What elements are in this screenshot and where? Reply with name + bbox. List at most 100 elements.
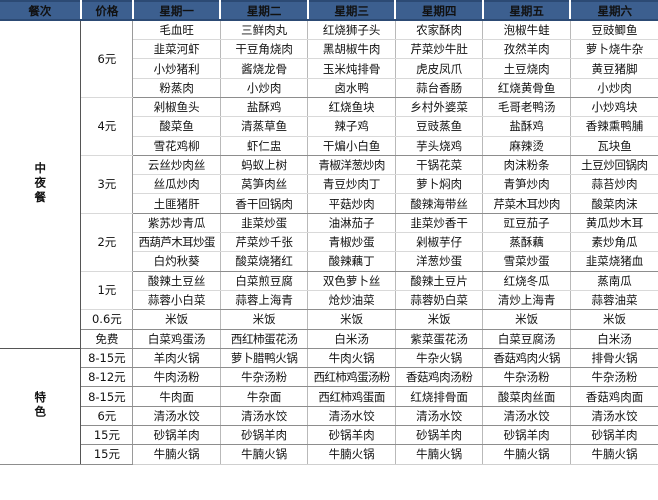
- dish-cell: 毛哥老鸭汤: [482, 97, 571, 118]
- dish-cell: 酸菜肉沫: [570, 193, 658, 214]
- dish-cell: 丝瓜炒肉: [132, 174, 221, 195]
- price-cell: 2元: [80, 213, 134, 272]
- dish-cell: 西红柿鸡蛋面: [307, 386, 396, 407]
- header-row: 餐次 价格 星期一 星期二 星期三 星期四 星期五 星期六: [0, 0, 658, 22]
- price-cell: 15元: [80, 425, 134, 446]
- dish-cell: 蒜蓉奶白菜: [395, 290, 484, 311]
- dish-cell: 米饭: [395, 309, 484, 330]
- price-cell: 1元: [80, 271, 134, 311]
- table-row: 中夜餐 6元 毛血旺 三鲜肉丸 红烧狮子头 农家酥肉 泡椒牛蛙 豆豉鲫鱼: [0, 20, 658, 349]
- dish-cell: 白米汤: [570, 329, 658, 349]
- price-cell: 6元: [80, 406, 134, 427]
- cafeteria-menu-table: 餐次 价格 星期一 星期二 星期三 星期四 星期五 星期六 中夜餐 6元 毛血旺 三鲜…: [0, 0, 658, 465]
- price-cell: 8-15元: [80, 348, 134, 369]
- table-row: 雪花鸡柳 虾仁盅 干煸小白鱼 芋头烧鸡 麻辣烫 瓦块鱼: [0, 136, 658, 156]
- price-cell: 8-15元: [80, 386, 134, 407]
- dish-cell: 黑胡椒牛肉: [307, 39, 396, 60]
- meal-category-cell: 中夜餐: [0, 20, 82, 349]
- dish-cell: 韭菜炒蛋: [220, 213, 309, 234]
- dish-cell: 牛杂汤粉: [220, 367, 309, 388]
- dish-cell: 紫苏炒青瓜: [132, 213, 221, 234]
- dish-cell: 白米汤: [307, 329, 396, 349]
- dish-cell: 剁椒芋仔: [395, 232, 484, 253]
- dish-cell: 蒸酥藕: [482, 232, 571, 253]
- dish-cell: 小炒猪利: [132, 58, 221, 79]
- header-friday: 星期五: [482, 0, 572, 22]
- dish-cell: 青豆炒肉丁: [307, 174, 396, 195]
- header-wednesday: 星期三: [307, 0, 397, 22]
- dish-cell: 牛腩火锅: [132, 444, 221, 465]
- dish-cell: 土豆烧肉: [482, 58, 571, 79]
- dish-cell: 牛肉汤粉: [132, 367, 221, 388]
- table-row: 8-15元 牛肉面 牛杂面 西红柿鸡蛋面 红烧排骨面 酸菜肉丝面 香菇鸡肉面: [0, 386, 658, 407]
- dish-cell: 三鲜肉丸: [220, 20, 309, 41]
- dish-cell: 牛肉火锅: [307, 348, 396, 369]
- dish-cell: 清汤水饺: [220, 406, 309, 427]
- dish-cell: 排骨火锅: [570, 348, 658, 369]
- dish-cell: 牛肉面: [132, 386, 221, 407]
- dish-cell: 剁椒鱼头: [132, 97, 221, 118]
- dish-cell: 玉米炖排骨: [307, 58, 396, 79]
- dish-cell: 西红柿鸡蛋汤粉: [307, 367, 396, 388]
- dish-cell: 蒜蓉上海青: [220, 290, 309, 311]
- table-row: 粉蒸肉 小炒肉 卤水鸭 蒜台香肠 红烧黄骨鱼 小炒肉: [0, 78, 658, 98]
- dish-cell: 酸辣藕丁: [307, 251, 396, 272]
- dish-cell: 素炒角瓜: [570, 232, 658, 253]
- meal-category-label: 特色: [33, 390, 48, 420]
- price-cell: 8-12元: [80, 367, 134, 388]
- dish-cell: 米饭: [482, 309, 571, 330]
- meal-category-label: 中夜餐: [33, 161, 48, 206]
- dish-cell: 韭菜烧猪血: [570, 251, 658, 272]
- table-row: 1元 酸辣土豆丝 白菜煎豆腐 双色萝卜丝 酸辣土豆片 红烧冬瓜 蒸南瓜: [0, 271, 658, 311]
- dish-cell: 砂锅羊肉: [482, 425, 571, 446]
- dish-cell: 红烧狮子头: [307, 20, 396, 41]
- dish-cell: 香干回锅肉: [220, 193, 309, 214]
- table-row: 白灼秋葵 酸菜烧猪红 酸辣藕丁 洋葱炒蛋 雪菜炒蛋 韭菜烧猪血: [0, 251, 658, 272]
- dish-cell: 白菜鸡蛋汤: [132, 329, 221, 349]
- price-cell: 6元: [80, 20, 134, 98]
- dish-cell: 蒜台香肠: [395, 78, 484, 98]
- dish-cell: 雪花鸡柳: [132, 136, 221, 156]
- dish-cell: 萝卜腊鸭火锅: [220, 348, 309, 369]
- table-row: 免费 白菜鸡蛋汤 西红柿蛋花汤 白米汤 紫菜蛋花汤 白菜豆腐汤 白米汤: [0, 329, 658, 349]
- dish-cell: 香菇鸡肉面: [570, 386, 658, 407]
- dish-cell: 黄豆猪脚: [570, 58, 658, 79]
- dish-cell: 牛腩火锅: [570, 444, 658, 465]
- dish-cell: 雪菜炒蛋: [482, 251, 571, 272]
- dish-cell: 农家酥肉: [395, 20, 484, 41]
- dish-cell: 瓦块鱼: [570, 136, 658, 156]
- dish-cell: 砂锅羊肉: [395, 425, 484, 446]
- dish-cell: 酸菜鱼: [132, 116, 221, 137]
- table-row: 丝瓜炒肉 莴笋肉丝 青豆炒肉丁 萝卜焖肉 青笋炒肉 蒜苔炒肉: [0, 174, 658, 195]
- dish-cell: 红烧冬瓜: [482, 271, 571, 291]
- dish-cell: 平菇炒肉: [307, 193, 396, 214]
- dish-cell: 韭菜河虾: [132, 39, 221, 60]
- dish-cell: 米饭: [132, 309, 221, 330]
- dish-cell: 砂锅羊肉: [307, 425, 396, 446]
- dish-cell: 香菇鸡肉汤粉: [395, 367, 484, 388]
- dish-cell: 牛腩火锅: [307, 444, 396, 465]
- dish-cell: 小炒肉: [220, 78, 309, 98]
- dish-cell: 酸辣土豆丝: [132, 271, 221, 291]
- dish-cell: 蒜蓉油菜: [570, 290, 658, 311]
- dish-cell: 青笋炒肉: [482, 174, 571, 195]
- header-price: 价格: [80, 0, 134, 22]
- dish-cell: 牛杂火锅: [395, 348, 484, 369]
- dish-cell: 砂锅羊肉: [570, 425, 658, 446]
- dish-cell: 芹菜木耳炒肉: [482, 193, 571, 214]
- table-row: 蒜蓉小白菜 蒜蓉上海青 炝炒油菜 蒜蓉奶白菜 清炒上海青 蒜蓉油菜: [0, 290, 658, 311]
- dish-cell: 羊肉火锅: [132, 348, 221, 369]
- dish-cell: 虎皮凤爪: [395, 58, 484, 79]
- table-row: 西葫芦木耳炒蛋 芹菜炒千张 青椒炒蛋 剁椒芋仔 蒸酥藕 素炒角瓜: [0, 232, 658, 253]
- dish-cell: 牛腩火锅: [220, 444, 309, 465]
- dish-cell: 砂锅羊肉: [132, 425, 221, 446]
- table-row: 8-12元 牛肉汤粉 牛杂汤粉 西红柿鸡蛋汤粉 香菇鸡肉汤粉 牛杂汤粉 牛杂汤粉: [0, 367, 658, 388]
- table-row: 15元 牛腩火锅 牛腩火锅 牛腩火锅 牛腩火锅 牛腩火锅 牛腩火锅: [0, 444, 658, 465]
- table-body: 中夜餐 6元 毛血旺 三鲜肉丸 红烧狮子头 农家酥肉 泡椒牛蛙 豆豉鲫鱼 韭菜河虾 干豆角烧肉 黑胡…: [0, 20, 658, 465]
- dish-cell: 云丝炒肉丝: [132, 155, 221, 176]
- dish-cell: 白菜煎豆腐: [220, 271, 309, 291]
- dish-cell: 酸菜烧猪红: [220, 251, 309, 272]
- price-cell: 0.6元: [80, 309, 134, 330]
- dish-cell: 西葫芦木耳炒蛋: [132, 232, 221, 253]
- dish-cell: 清炒上海青: [482, 290, 571, 311]
